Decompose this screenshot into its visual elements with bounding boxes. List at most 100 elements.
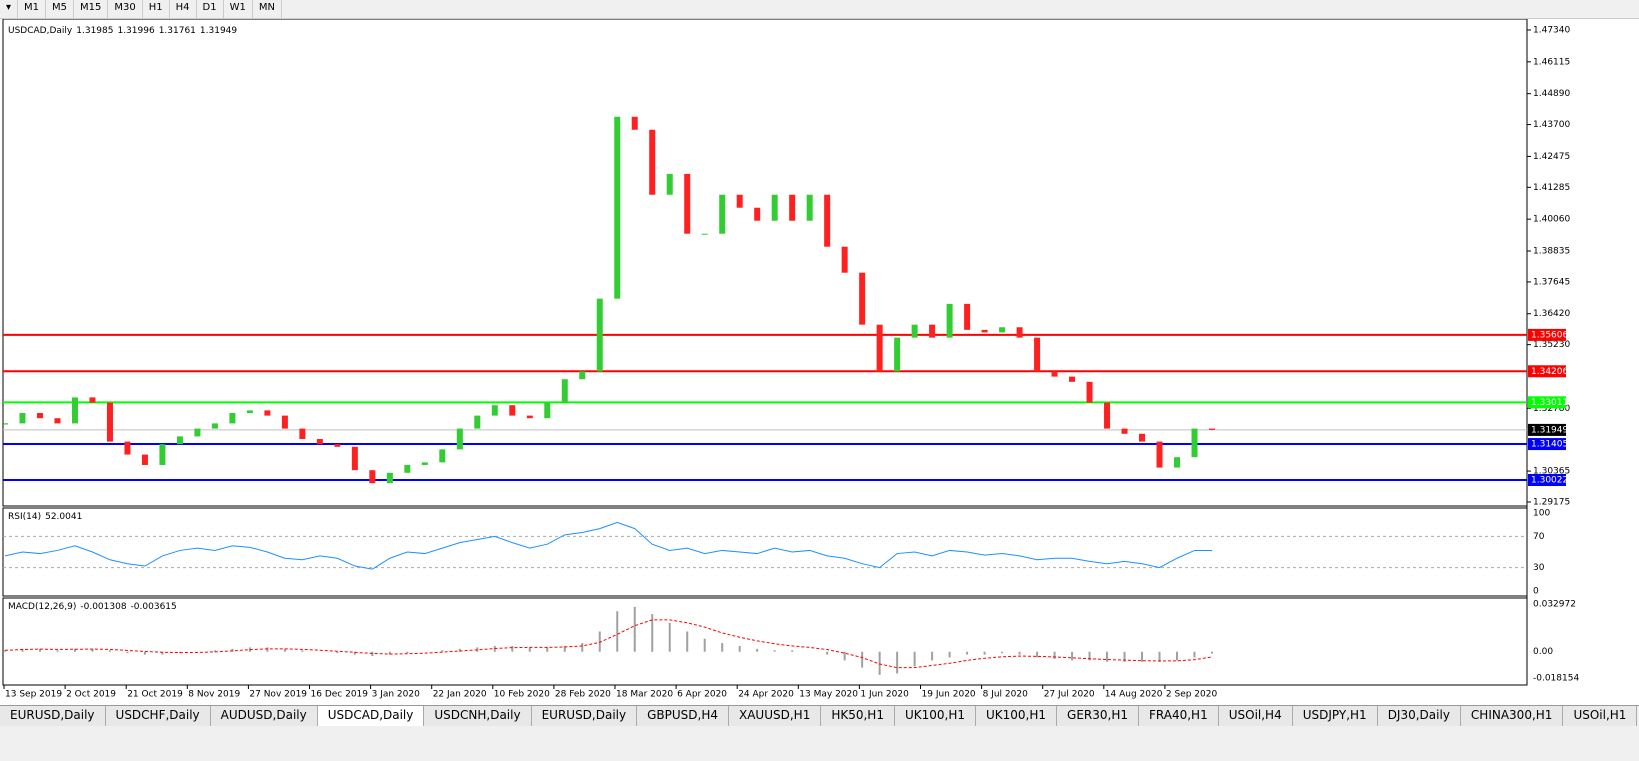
candle xyxy=(1121,428,1128,434)
candle xyxy=(316,438,323,445)
candle xyxy=(1034,337,1041,372)
candle xyxy=(1156,441,1163,468)
level-label-bg xyxy=(1528,473,1566,486)
time-label: 28 Feb 2020 xyxy=(555,690,611,700)
candle xyxy=(894,337,901,372)
candle xyxy=(19,413,26,424)
y-tick-label: 1.37645 xyxy=(1533,277,1570,287)
chart-tab[interactable]: USOil,H4 xyxy=(1218,706,1293,726)
symbol: USDCAD,Daily xyxy=(8,26,73,36)
chart-tab[interactable]: FRA40,H1 xyxy=(1139,706,1219,726)
timeframe-button[interactable]: D1 xyxy=(197,0,224,18)
y-tick-label: 1.43700 xyxy=(1533,120,1570,130)
y-tick-label: 0 xyxy=(1533,587,1539,597)
panel-frame xyxy=(2,19,1528,507)
candle xyxy=(859,272,866,325)
candle xyxy=(211,423,218,429)
indicator-value: 52.0041 xyxy=(45,512,82,522)
candle xyxy=(719,194,726,234)
candle xyxy=(421,462,428,465)
candle xyxy=(281,415,288,429)
timeframe-button[interactable]: M30 xyxy=(108,0,143,18)
time-label: 22 Jan 2020 xyxy=(433,690,487,700)
time-label: 21 Oct 2019 xyxy=(127,690,183,700)
candle xyxy=(614,116,621,299)
candle xyxy=(596,298,603,372)
chart-tab[interactable]: USDCNH,Daily xyxy=(424,706,532,726)
candle xyxy=(526,415,533,419)
y-tick-label: 0.00 xyxy=(1533,647,1553,657)
level-label: 1.31405 xyxy=(1531,440,1568,450)
chart-tabs: EURUSD,Daily USDCHF,Daily AUDUSD,Daily USDC… xyxy=(0,705,1639,726)
panel-frame xyxy=(2,597,1528,686)
timeframe-button[interactable]: M1 xyxy=(18,0,47,18)
candle xyxy=(824,194,831,247)
candle xyxy=(736,194,743,208)
y-tick-label: 70 xyxy=(1533,532,1545,542)
candle xyxy=(456,428,463,450)
candle xyxy=(474,415,481,429)
chart-tab[interactable]: XAUUSD,H1 xyxy=(729,706,822,726)
level-label: 1.35606 xyxy=(1531,330,1568,340)
candle xyxy=(229,413,236,424)
candle xyxy=(579,371,586,380)
candle xyxy=(1209,428,1215,430)
time-label: 16 Dec 2019 xyxy=(311,690,369,700)
chart-tab[interactable]: USDCAD,Daily xyxy=(317,706,425,726)
time-label: 6 Apr 2020 xyxy=(677,690,727,700)
level-label: 1.33011 xyxy=(1531,398,1568,408)
time-label: 18 Mar 2020 xyxy=(616,690,673,700)
candle xyxy=(806,194,813,221)
chart-tab[interactable]: USDCHF,Daily xyxy=(105,706,211,726)
y-tick-label: 1.29175 xyxy=(1533,498,1570,508)
time-label: 27 Nov 2019 xyxy=(249,690,307,700)
timeframe-button[interactable]: H4 xyxy=(170,0,197,18)
candle xyxy=(649,129,656,195)
y-tick-label: 1.47340 xyxy=(1533,26,1570,36)
y-tick-label: 1.36420 xyxy=(1533,309,1570,319)
candle xyxy=(491,405,498,416)
candle xyxy=(1069,376,1076,382)
candle xyxy=(1016,327,1023,338)
indicator-name: MACD(12,26,9) xyxy=(8,602,76,612)
chart-tab[interactable]: DJ30,Daily xyxy=(1377,706,1461,726)
timeframe-button[interactable]: M5 xyxy=(46,0,75,18)
candle xyxy=(789,194,796,221)
timeframe-button[interactable]: H1 xyxy=(143,0,170,18)
time-label: 27 Jul 2020 xyxy=(1044,690,1095,700)
chart-window: 1.47340 1.46115 1.44890 1.43700 1.42475 1.412… xyxy=(0,19,1639,705)
y-tick-label: 30 xyxy=(1533,563,1545,573)
chart-tab[interactable]: USOil,H1 xyxy=(1563,706,1638,726)
chart-tab[interactable]: CHINA300,H1 xyxy=(1460,706,1564,726)
chart-tab[interactable]: UK100,H1 xyxy=(894,706,976,726)
y-tick-label: 1.46115 xyxy=(1533,57,1570,67)
chart-tab[interactable]: EURUSD,Daily xyxy=(0,706,106,726)
menu[interactable]: ▾ xyxy=(0,0,19,18)
chart-tab[interactable]: EURUSD,Daily xyxy=(531,706,638,726)
candle xyxy=(1191,428,1198,458)
chart-tab[interactable]: GBPUSD,H4 xyxy=(637,706,729,726)
timeframe-button[interactable]: W1 xyxy=(224,0,253,18)
chart-tab[interactable]: HK50,H1 xyxy=(821,706,895,726)
candle xyxy=(544,402,551,419)
time-label: 3 Jan 2020 xyxy=(372,690,420,700)
ohlc-value: 1.31949 xyxy=(200,26,237,36)
y-tick-label: 1.40060 xyxy=(1533,215,1570,225)
y-tick-label: 1.32780 xyxy=(1533,404,1570,414)
time-label: 13 Sep 2019 xyxy=(5,690,62,700)
candle xyxy=(386,472,393,484)
y-tick-label: 1.38835 xyxy=(1533,246,1570,256)
level-label-bg xyxy=(1528,438,1566,451)
time-label: 19 Jun 2020 xyxy=(922,690,976,700)
timeframe-button[interactable]: MN xyxy=(253,0,282,18)
chart-tab[interactable]: USDJPY,H1 xyxy=(1292,706,1378,726)
candle xyxy=(1051,371,1058,377)
level-label: 1.30022 xyxy=(1531,475,1568,485)
indicator-value: -0.001308 xyxy=(80,602,126,612)
chart-tab[interactable]: GER30,H1 xyxy=(1057,706,1139,726)
time-label: 2 Sep 2020 xyxy=(1166,690,1218,700)
chart-tab[interactable]: UK100,H1 xyxy=(976,706,1058,726)
candle xyxy=(404,464,411,473)
chart-tab[interactable]: AUDUSD,Daily xyxy=(210,706,318,726)
timeframe-button[interactable]: M15 xyxy=(74,0,109,18)
